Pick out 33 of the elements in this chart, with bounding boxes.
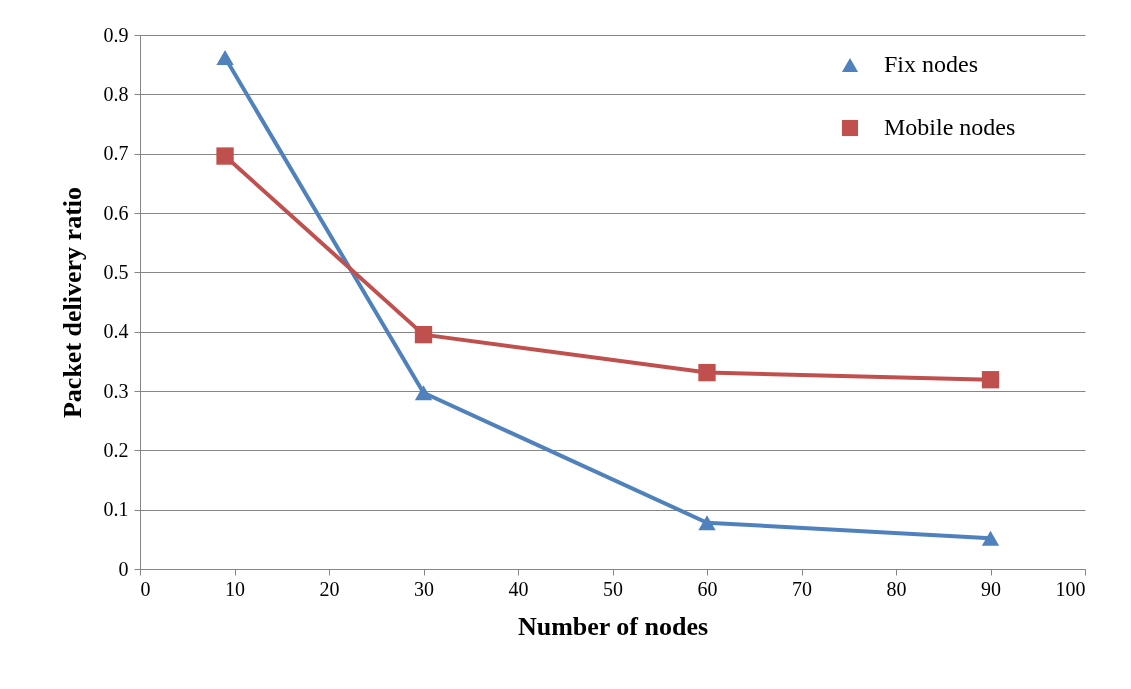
y-tick-label: 0.1 [103, 498, 129, 521]
y-tick-label: 0.7 [103, 142, 129, 165]
x-tick-label: 50 [603, 577, 623, 600]
x-tick-label: 40 [508, 577, 529, 600]
legend-label: Mobile nodes [884, 114, 1016, 140]
x-tick-label: 90 [981, 577, 1001, 600]
point [698, 515, 716, 531]
x-tick-label: 70 [792, 577, 812, 600]
x-tick-label: 30 [414, 577, 434, 600]
point [981, 371, 1000, 389]
x-tick-label: 20 [319, 577, 340, 600]
x-tick-label: 10 [225, 577, 245, 600]
y-tick-label: 0.5 [103, 260, 129, 283]
x-tick-label: 100 [1055, 577, 1086, 600]
point [216, 147, 234, 165]
legend-label: Fix nodes [884, 51, 979, 77]
y-tick-label: 0.6 [103, 201, 129, 224]
y-tick-label: 0.3 [103, 379, 129, 402]
point [414, 325, 433, 344]
y-tick-label: 0.2 [103, 438, 129, 461]
point [698, 363, 716, 382]
point [981, 530, 1000, 546]
x-tick-label: 60 [697, 577, 718, 600]
x-tick-label: 80 [886, 577, 907, 600]
y-tick-label: 0 [118, 557, 129, 580]
x-axis-title: Number of nodes [517, 611, 709, 641]
point [414, 385, 433, 401]
x-tick-label: 0 [140, 577, 151, 600]
y-tick-label: 0.8 [103, 82, 129, 105]
y-axis-title: Packet delivery ratio [57, 186, 87, 419]
y-tick-label: 0.4 [103, 320, 129, 343]
point [216, 50, 234, 66]
y-tick-label: 0.9 [103, 23, 129, 46]
